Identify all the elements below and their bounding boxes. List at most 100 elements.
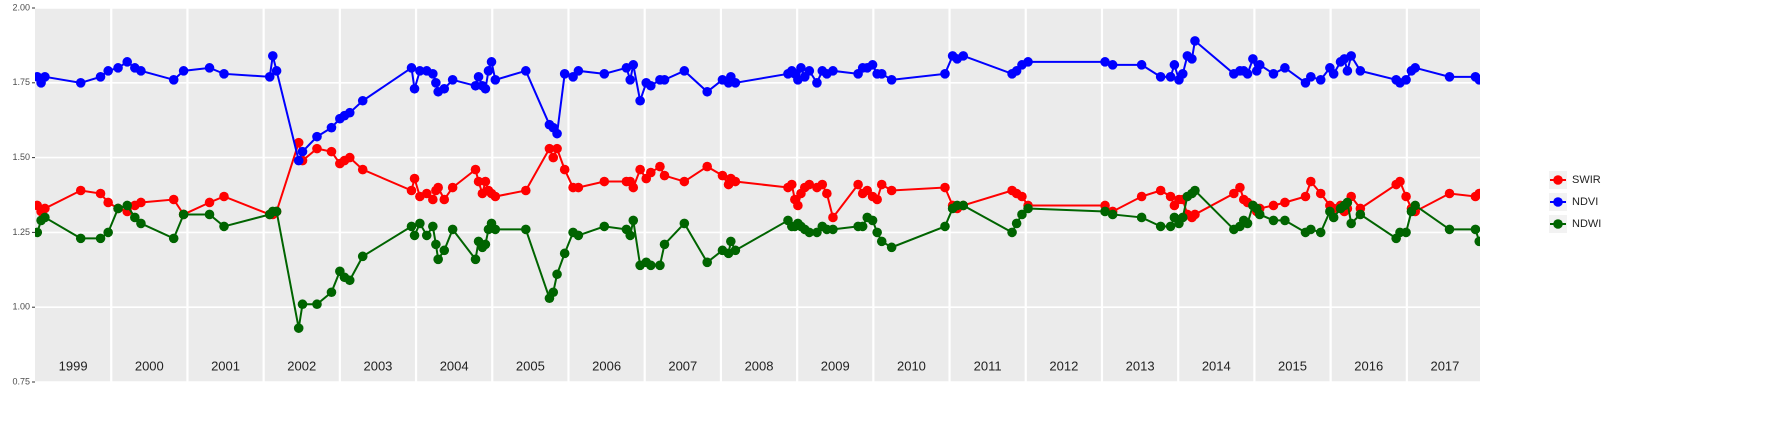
data-point (75, 233, 86, 244)
data-point (95, 72, 106, 82)
data-point (659, 239, 670, 250)
data-point (75, 78, 86, 88)
data-point (486, 57, 497, 67)
data-point (828, 66, 838, 76)
data-point (113, 63, 123, 73)
data-point (1401, 227, 1411, 238)
data-point (1268, 215, 1279, 226)
data-point (1346, 218, 1356, 229)
data-point (136, 197, 146, 208)
data-point (867, 215, 878, 226)
data-point (958, 51, 969, 61)
data-point (804, 66, 815, 76)
data-point (940, 221, 950, 232)
y-tick-label: 1.50 (12, 152, 30, 162)
data-point (730, 176, 741, 187)
data-point (103, 227, 113, 238)
data-point (655, 161, 665, 172)
data-point (40, 212, 50, 223)
data-point (421, 230, 432, 241)
data-point (204, 209, 215, 220)
data-point (659, 170, 670, 181)
x-tick-label: 2015 (1278, 358, 1307, 373)
data-point (1474, 188, 1480, 199)
data-point (204, 63, 215, 73)
data-point (103, 66, 113, 76)
data-point (470, 164, 481, 175)
data-point (219, 191, 229, 202)
data-point (635, 164, 645, 175)
data-point (646, 167, 656, 178)
data-point (95, 233, 106, 244)
data-point (599, 69, 610, 79)
data-point (1328, 69, 1339, 79)
data-point (271, 66, 282, 76)
x-tick-label: 2009 (821, 358, 850, 373)
data-point (628, 215, 639, 226)
data-point (679, 218, 690, 229)
data-point (490, 224, 501, 235)
data-point (559, 164, 570, 175)
data-point (828, 224, 838, 235)
data-point (521, 224, 531, 235)
x-tick-label: 2000 (135, 358, 164, 373)
data-point (1017, 209, 1027, 220)
data-point (312, 131, 322, 142)
data-point (409, 230, 420, 241)
data-point (940, 69, 950, 79)
data-point (730, 78, 741, 88)
data-point (1023, 57, 1033, 67)
data-point (1136, 212, 1147, 223)
data-point (40, 72, 50, 82)
data-point (470, 80, 481, 91)
data-point (357, 164, 368, 175)
x-tick-label: 2016 (1354, 358, 1383, 373)
y-tick-label: 1.75 (12, 77, 30, 87)
data-point (573, 230, 584, 241)
legend-dot (1553, 175, 1563, 185)
data-point (415, 66, 425, 76)
data-point (168, 194, 179, 205)
data-point (480, 239, 491, 250)
y-tick-label: 2.00 (12, 2, 30, 12)
data-point (1011, 218, 1022, 229)
data-point (447, 182, 458, 193)
data-point (548, 152, 559, 163)
data-point (702, 86, 712, 97)
data-point (599, 221, 610, 232)
data-point (204, 197, 215, 208)
data-point (679, 176, 690, 187)
data-point (490, 75, 501, 85)
data-point (625, 75, 636, 85)
y-tick-label: 0.75 (12, 376, 30, 386)
data-point (1444, 72, 1455, 82)
data-point (853, 179, 863, 190)
data-point (552, 128, 562, 139)
data-point (1444, 188, 1455, 199)
data-point (1190, 209, 1200, 220)
legend-dot (1553, 197, 1563, 207)
legend-label: SWIR (1572, 174, 1601, 186)
data-point (1136, 191, 1147, 202)
data-point (857, 221, 868, 232)
x-tick-label: 2004 (440, 358, 469, 373)
data-point (1155, 72, 1166, 82)
y-tick-label: 1.00 (12, 302, 30, 312)
data-point (544, 143, 555, 154)
data-point (872, 227, 882, 238)
data-point (940, 182, 950, 193)
data-point (1229, 188, 1239, 199)
data-point (1401, 191, 1411, 202)
data-point (1328, 212, 1339, 223)
data-point (406, 221, 417, 232)
data-point (136, 218, 146, 229)
data-point (122, 200, 133, 211)
data-point (344, 107, 355, 118)
data-point (867, 60, 878, 70)
data-point (702, 161, 712, 172)
data-point (357, 95, 368, 106)
data-point (1107, 60, 1118, 70)
data-point (793, 200, 803, 211)
data-point (1315, 227, 1326, 238)
data-point (219, 69, 229, 79)
